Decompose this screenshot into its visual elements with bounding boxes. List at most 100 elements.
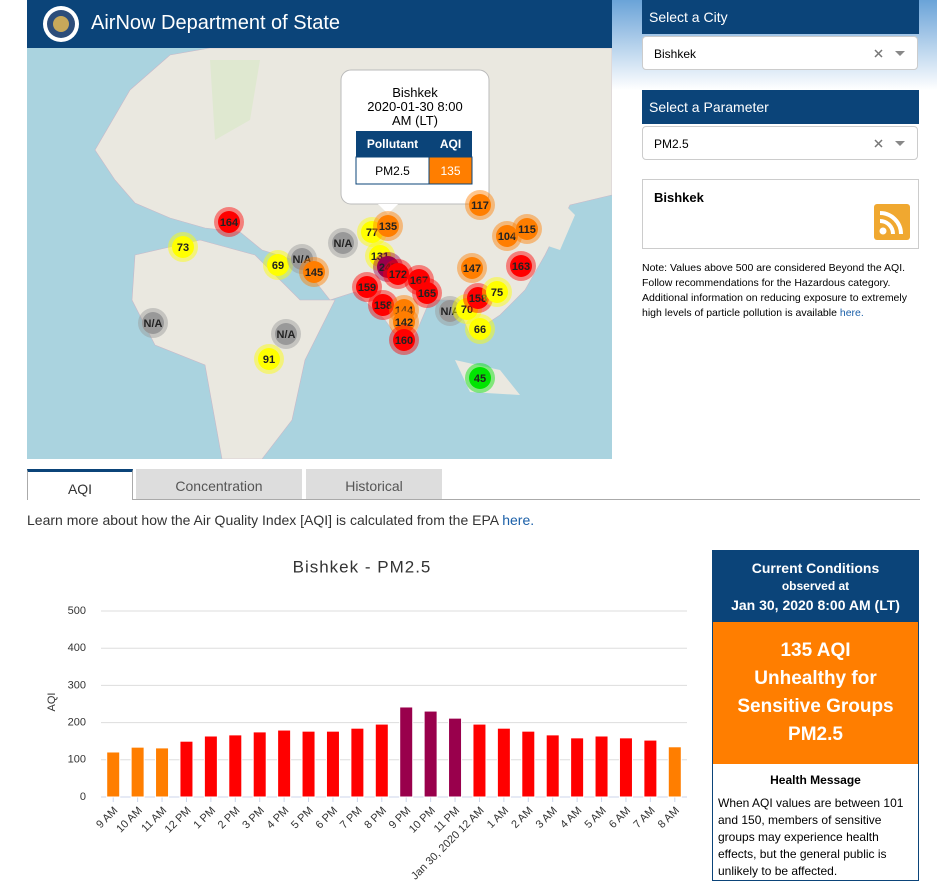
marker-label: 75 <box>491 287 503 299</box>
marker-label: N/A <box>277 329 296 341</box>
popup-time: 2020-01-30 8:00 AM (LT) <box>367 99 463 128</box>
marker[interactable] <box>416 282 438 304</box>
marker[interactable] <box>218 211 240 233</box>
bar <box>643 739 658 798</box>
marker-label: 164 <box>220 217 239 229</box>
marker-label: 66 <box>474 324 486 336</box>
marker[interactable] <box>372 294 394 316</box>
health-title: Health Message <box>770 773 861 787</box>
marker-label: 165 <box>418 288 436 300</box>
seal <box>43 6 79 42</box>
x-tick-label: 7 AM <box>631 805 657 831</box>
x-tick-label: 3 PM <box>240 805 267 832</box>
marker[interactable] <box>496 225 518 247</box>
rss-icon[interactable] <box>874 204 910 240</box>
x-tick-label: 5 AM <box>582 805 608 831</box>
x-tick-label: 1 PM <box>191 805 218 832</box>
bar <box>667 746 682 798</box>
marker-label: 159 <box>358 282 376 294</box>
city-select[interactable]: Bishkek <box>642 36 918 70</box>
learn: Learn more about how the Air Quality Ind… <box>27 512 534 528</box>
x-tick-label: 3 AM <box>534 805 560 831</box>
marker-label: 172 <box>389 269 407 281</box>
y-tick-label: 200 <box>68 717 86 729</box>
marker[interactable] <box>467 287 489 309</box>
x-tick-label: 2 AM <box>509 805 535 831</box>
conditions-observed: observed at <box>781 579 850 593</box>
marker-label: 158 <box>469 293 487 305</box>
bar <box>618 737 633 798</box>
bar <box>228 734 243 798</box>
marker[interactable] <box>469 194 491 216</box>
marker[interactable] <box>172 236 194 258</box>
x-tick-label: 10 AM <box>114 805 145 836</box>
y-tick-label: 100 <box>68 754 86 766</box>
x-tick-label: 2 PM <box>216 805 243 832</box>
marker[interactable] <box>439 300 461 322</box>
learn-link[interactable]: here. <box>502 512 535 528</box>
bar <box>423 710 438 798</box>
marker[interactable] <box>303 261 325 283</box>
tab[interactable]: Historical <box>306 469 442 499</box>
bar <box>570 737 585 798</box>
info-box: Bishkek <box>642 179 919 249</box>
header-title: AirNow Department of State <box>91 12 340 34</box>
marker[interactable] <box>356 276 378 298</box>
marker[interactable] <box>275 323 297 345</box>
bar <box>301 730 316 798</box>
conditions-category: Unhealthy for Sensitive Groups <box>737 668 894 717</box>
city-value: Bishkek <box>654 47 697 61</box>
city-label: Select a City <box>642 0 919 34</box>
select-icons <box>874 139 905 148</box>
marker[interactable] <box>516 218 538 240</box>
marker[interactable] <box>377 215 399 237</box>
health-text: When AQI values are between 101 and 150,… <box>718 796 904 878</box>
marker[interactable] <box>393 311 415 333</box>
x-tick-label: 7 PM <box>338 805 365 832</box>
bar <box>130 746 145 798</box>
tab-active[interactable]: AQI <box>27 469 133 500</box>
x-tick-label: 8 PM <box>362 805 389 832</box>
marker-label: 70 <box>461 304 473 316</box>
bar <box>252 731 267 798</box>
marker[interactable] <box>469 367 491 389</box>
x-tick-label: 5 PM <box>289 805 316 832</box>
y-tick-label: 300 <box>68 679 86 691</box>
parameter-select[interactable]: PM2.5 <box>642 126 918 160</box>
marker-label: 160 <box>395 335 413 347</box>
bar <box>350 727 365 798</box>
marker[interactable] <box>267 254 289 276</box>
bar <box>277 729 292 798</box>
marker[interactable] <box>486 281 508 303</box>
marker-label: N/A <box>441 306 460 318</box>
bar <box>472 723 487 798</box>
popup-city: Bishkek <box>392 85 438 100</box>
y-tick-label: 400 <box>68 642 86 654</box>
learn-text: Learn more about how the Air Quality Ind… <box>27 512 503 528</box>
x-tick-label: 4 AM <box>558 805 584 831</box>
note-link[interactable]: here. <box>839 307 864 319</box>
parameter-label: Select a Parameter <box>642 90 919 124</box>
marker[interactable] <box>393 329 415 351</box>
x-tick-label: 6 PM <box>313 805 340 832</box>
marker[interactable] <box>510 255 532 277</box>
bar <box>399 706 414 798</box>
y-axis-label: AQI <box>46 693 58 712</box>
marker[interactable] <box>142 312 164 334</box>
tab[interactable]: Concentration <box>136 469 302 499</box>
marker[interactable] <box>258 348 280 370</box>
marker-label: N/A <box>334 238 353 250</box>
y-tick-label: 0 <box>80 791 86 803</box>
marker-label: 73 <box>177 242 189 254</box>
marker[interactable] <box>332 232 354 254</box>
x-tick-label: 1 AM <box>485 805 511 831</box>
bar <box>179 740 194 798</box>
marker[interactable] <box>469 318 491 340</box>
popup-header: AQI <box>439 137 462 151</box>
marker-label: 77 <box>366 227 378 239</box>
marker[interactable] <box>461 257 483 279</box>
conditions-header: Current Conditions observed at Jan 30, 2… <box>713 551 918 622</box>
marker[interactable] <box>387 263 409 285</box>
marker-label: 45 <box>474 373 486 385</box>
